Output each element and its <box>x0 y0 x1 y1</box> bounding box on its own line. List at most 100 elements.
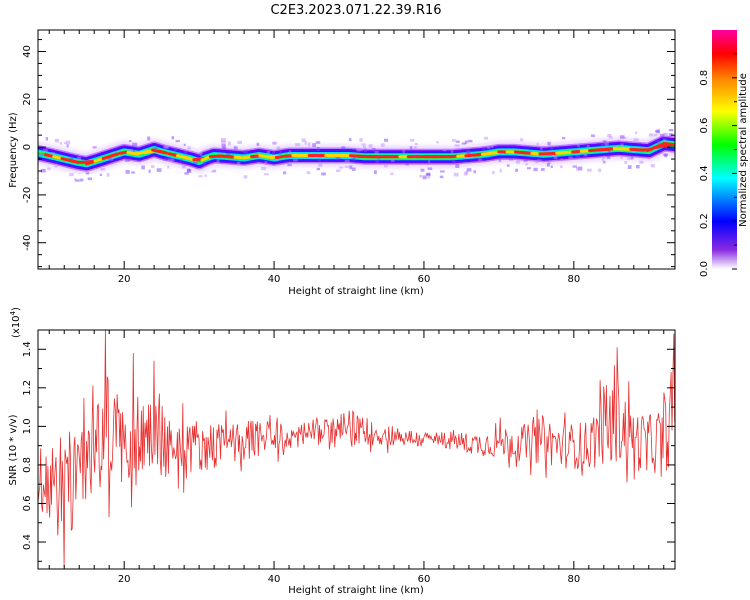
spectrogram-speckle <box>76 156 81 160</box>
snr-multiplier-exponent: 4 <box>9 310 17 315</box>
spectrogram-speckle <box>402 149 405 154</box>
spectrogram-speckle <box>540 168 545 171</box>
spectrogram-speckle <box>550 165 553 169</box>
spectrogram-speckle <box>75 179 80 182</box>
spectrogram-speckle <box>307 142 311 147</box>
colorbar-tick-label: 0.8 <box>699 70 710 86</box>
spectrogram-speckle <box>562 137 566 140</box>
spectrogram-speckle <box>274 159 279 162</box>
spectrogram-speckle <box>69 156 74 161</box>
spectrogram-speckle <box>192 161 198 164</box>
spectrogram-speckle <box>439 175 444 179</box>
spectrogram-core <box>109 152 119 158</box>
spectrogram-speckle <box>335 169 341 173</box>
spectrogram-speckle <box>256 142 260 146</box>
spectrogram-core <box>68 158 80 164</box>
spectrogram-speckle <box>463 171 468 176</box>
snr-ytick-label: 0.8 <box>22 457 33 473</box>
spectrogram-speckle <box>79 178 84 182</box>
spectrogram-speckle <box>316 147 320 151</box>
spectrogram-speckle <box>663 132 668 136</box>
spectrogram-speckle <box>547 141 551 146</box>
spectrogram-speckle <box>368 144 373 148</box>
snr-ylabel-text: SNR (10 * v/v) <box>8 414 19 485</box>
spectrogram-speckle <box>69 173 74 177</box>
colorbar-label: Normalized spectral amplitude <box>738 73 749 227</box>
spectrogram-speckle <box>656 140 661 144</box>
spectrogram-speckle <box>173 148 177 151</box>
spectrogram-speckle <box>484 136 488 140</box>
spectrogram-speckle <box>50 152 55 156</box>
spectrogram-speckle <box>455 164 460 169</box>
spectrogram-speckle <box>349 165 353 170</box>
spectrogram-speckle <box>466 168 472 172</box>
spectrogram-speckle <box>450 150 454 154</box>
spectrogram-speckle <box>580 151 585 154</box>
spectrogram-speckle <box>175 140 180 143</box>
spectrogram-speckle <box>473 170 476 174</box>
spectrogram-speckle <box>344 165 350 168</box>
spectrogram-speckle <box>540 147 543 151</box>
spectrogram-xlabel: Height of straight line (km) <box>288 286 424 297</box>
spectrogram-speckle <box>164 145 170 149</box>
snr-multiplier-suffix: ) <box>11 307 22 311</box>
spectrogram-speckle <box>482 146 485 151</box>
spectrogram-speckle <box>509 158 514 161</box>
spectrogram-speckle <box>264 161 268 164</box>
spectrogram-speckle <box>373 170 377 175</box>
spectrogram-speckle <box>74 178 77 181</box>
spectrogram-speckle <box>526 167 531 170</box>
spectrogram-speckle <box>525 163 528 166</box>
spectrogram-speckle <box>42 149 48 152</box>
spectrogram-speckle <box>515 168 519 172</box>
spectrogram-speckle <box>272 142 276 145</box>
spectrogram-speckle <box>535 153 540 157</box>
spectrogram-speckle <box>295 143 300 147</box>
snr-xlabel: Height of straight line (km) <box>288 585 424 596</box>
spectrogram-speckle <box>633 138 639 142</box>
spectrogram-speckle <box>520 138 524 142</box>
spectrogram-speckle <box>390 172 394 175</box>
spectrogram-speckle <box>413 146 417 149</box>
spectrogram-speckle <box>604 142 609 147</box>
snr-series-line <box>38 330 675 568</box>
spectrogram-speckle <box>187 168 191 172</box>
spectrogram-speckle <box>523 159 528 162</box>
spectrogram-speckle <box>506 164 510 167</box>
spectrogram-speckle <box>351 167 356 171</box>
spectrogram-speckle <box>150 165 155 169</box>
spectrogram-speckle <box>204 174 207 177</box>
spectrogram-speckle <box>99 173 103 177</box>
spectrogram-speckle <box>187 146 191 150</box>
spectrogram-speckle <box>54 163 58 168</box>
spectrogram-speckle <box>467 139 473 143</box>
spectrogram-speckle <box>363 145 367 149</box>
spectrogram-speckle <box>92 146 97 149</box>
snr-axes: 20 40 60 80 0.4 0.6 0.8 1.0 1.2 1.4 <box>22 329 675 585</box>
spectrogram-speckle <box>216 158 220 163</box>
spectrogram-speckle <box>221 138 226 142</box>
spectrogram-speckle <box>65 140 71 145</box>
spectrogram-speckle <box>568 156 573 159</box>
spectrogram-speckle <box>436 141 439 144</box>
spectrogram-speckle <box>442 148 447 152</box>
spectrogram-speckle <box>63 142 67 145</box>
spectrogram-speckle <box>454 144 460 147</box>
spec-ytick-label: 0 <box>22 144 33 150</box>
spectrogram-core <box>579 149 591 153</box>
spectrogram-speckle <box>263 173 269 176</box>
spectrogram-speckle <box>422 175 427 180</box>
spec-xtick-label: 20 <box>118 274 131 285</box>
spectrogram-speckle <box>613 145 618 149</box>
spectrogram-core <box>159 150 168 155</box>
spectrogram-core <box>274 155 284 160</box>
spectrogram-speckle <box>405 162 409 166</box>
colorbar: 0.0 0.2 0.4 0.6 0.8 Normalized spectral ampl… <box>699 30 749 277</box>
spectrogram-speckle <box>603 155 606 159</box>
spectrogram-speckle <box>233 146 238 150</box>
spectrogram-speckle <box>668 128 674 132</box>
spectrogram-speckle <box>257 156 262 159</box>
spectrogram-speckle <box>654 130 659 133</box>
spectrogram-speckle <box>66 144 69 148</box>
spec-xtick-label: 80 <box>567 274 580 285</box>
